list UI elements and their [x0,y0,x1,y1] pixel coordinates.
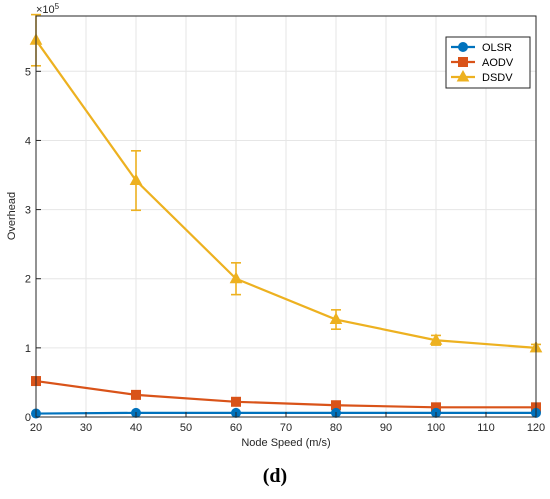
x-tick-label: 80 [330,422,342,434]
x-tick-label: 110 [477,422,495,434]
panel-label: (d) [263,465,287,487]
legend: OLSR AODV DSDV [445,36,531,89]
x-tick-label: 100 [427,422,445,434]
y-tick-label: 5 [25,66,31,78]
y-tick-label: 4 [25,135,31,147]
aodv-point [231,396,241,407]
x-tick-label: 70 [280,422,292,434]
x-tick-label: 20 [30,422,42,434]
x-tick-label: 120 [527,422,545,434]
olsr-legend-marker [458,42,468,52]
dsdv-legend-label: DSDV [482,72,513,84]
y-tick-label: 1 [25,343,31,355]
y-axis-ticks: 0 1 2 3 4 5 [25,66,41,424]
y-tick-label: 2 [25,274,31,286]
dsdv-line [35,39,537,349]
x-axis-title: Node Speed (m/s) [241,437,330,449]
dsdv-point [229,271,243,284]
dsdv-legend-marker [456,69,470,82]
x-tick-label: 60 [230,422,242,434]
x-tick-label: 40 [130,422,142,434]
aodv-legend-marker [458,57,468,67]
dsdv-point [429,333,443,345]
x-tick-label: 90 [380,422,392,434]
y-tick-label: 3 [25,205,31,217]
x-tick-label: 50 [180,422,192,434]
dsdv-point [129,173,143,186]
y-exponent-label: ×105 [36,2,60,16]
x-tick-label: 30 [80,422,92,434]
y-axis-title: Overhead [6,192,18,240]
aodv-line [35,379,536,409]
x-axis-ticks: 20 30 40 50 60 70 80 90 100 110 120 [30,412,545,434]
aodv-point [131,389,141,400]
y-tick-label: 0 [25,412,31,424]
dsdv-point [329,312,343,325]
olsr-legend-label: OLSR [482,42,512,54]
aodv-legend-label: AODV [482,57,514,69]
